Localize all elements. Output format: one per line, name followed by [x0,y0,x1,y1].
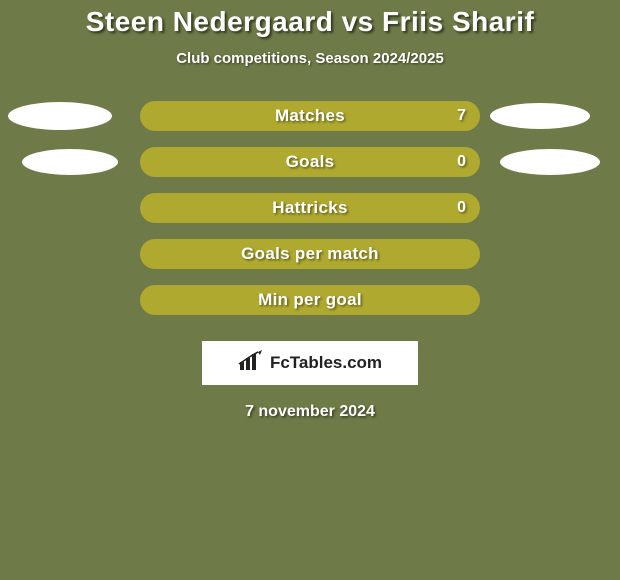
side-ellipse [500,149,600,175]
side-ellipse [8,102,112,130]
stat-value: 0 [457,199,466,217]
stat-label: Hattricks [272,198,347,218]
stat-bar: Min per goal [140,285,480,315]
fctables-logo: FcTables.com [238,350,382,377]
date-line: 7 november 2024 [0,403,620,421]
stat-bar: Hattricks 0 [140,193,480,223]
logo-text: FcTables.com [270,353,382,373]
stat-label: Goals [286,152,335,172]
page-title: Steen Nedergaard vs Friis Sharif [0,0,620,38]
stat-row: Matches 7 [0,101,620,147]
stat-bar: Goals 0 [140,147,480,177]
stat-label: Min per goal [258,290,362,310]
side-ellipse [22,149,118,175]
stat-value: 0 [457,153,466,171]
side-ellipse [490,103,590,129]
stat-bar: Goals per match [140,239,480,269]
stats-area: Matches 7 Goals 0 Hattricks 0 Goals per match M… [0,101,620,331]
stat-row: Min per goal [0,285,620,331]
infographic-canvas: Steen Nedergaard vs Friis Sharif Club co… [0,0,620,580]
stat-value: 7 [457,107,466,125]
stat-label: Goals per match [241,244,379,264]
bar-chart-icon [238,350,264,377]
subtitle: Club competitions, Season 2024/2025 [0,50,620,67]
stat-row: Hattricks 0 [0,193,620,239]
stat-row: Goals per match [0,239,620,285]
stat-bar: Matches 7 [140,101,480,131]
stat-label: Matches [275,106,345,126]
stat-row: Goals 0 [0,147,620,193]
logo-box: FcTables.com [202,341,418,385]
